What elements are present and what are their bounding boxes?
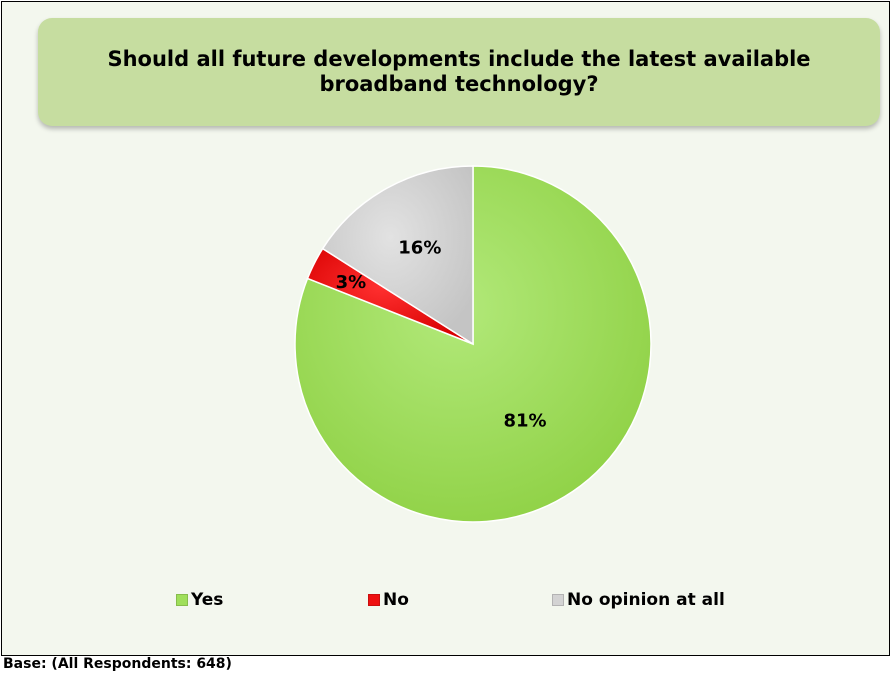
pie-slice-yes [294, 165, 652, 523]
legend-label-yes: Yes [191, 590, 224, 610]
slice-label-no: 3% [336, 272, 367, 293]
legend-item-yes: Yes [176, 590, 223, 610]
legend: Yes No No opinion at all [0, 590, 893, 614]
legend-swatch-yes [176, 594, 188, 606]
slice-label-no-opinion: 16% [398, 237, 441, 258]
legend-swatch-no [368, 594, 380, 606]
base-note: Base: (All Respondents: 648) [3, 656, 232, 672]
pie-slice-no-opinion [321, 165, 474, 346]
legend-swatch-no-opinion [552, 594, 564, 606]
slice-label-yes: 81% [503, 411, 546, 432]
legend-label-no-opinion: No opinion at all [567, 590, 725, 610]
legend-item-no-opinion: No opinion at all [552, 590, 725, 610]
legend-label-no: No [383, 590, 409, 610]
chart-title: Should all future developments include t… [107, 47, 811, 96]
legend-item-no: No [368, 590, 409, 610]
title-banner: Should all future developments include t… [38, 18, 880, 126]
